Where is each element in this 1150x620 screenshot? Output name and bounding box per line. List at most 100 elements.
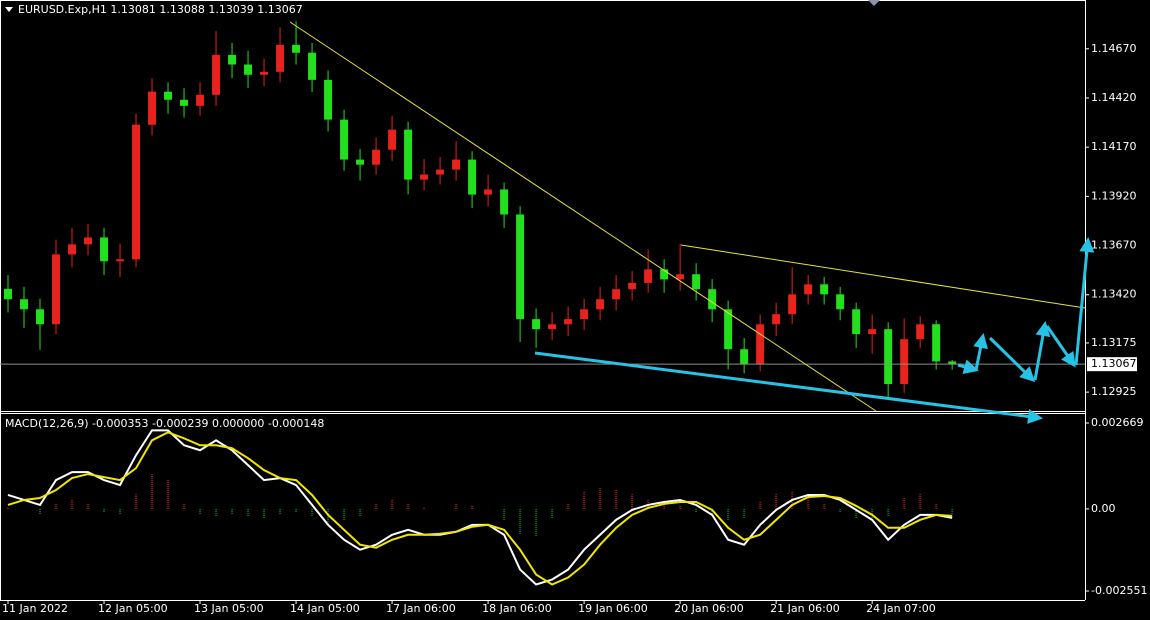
candle-body <box>388 129 397 150</box>
candle-body <box>452 159 461 170</box>
indicator-line <box>7 431 953 586</box>
candle-body <box>100 237 109 262</box>
x-tick-label: 24 Jan 07:00 <box>866 602 936 615</box>
drawn-objects <box>289 21 1095 424</box>
x-tick-label: 17 Jan 06:00 <box>386 602 456 615</box>
candle-body <box>132 124 141 260</box>
path-arrow <box>1033 321 1051 381</box>
candle-body <box>644 269 653 283</box>
candle-body <box>548 324 557 330</box>
candle-body <box>884 329 893 385</box>
trend-line <box>289 21 877 412</box>
candle-body <box>708 289 717 310</box>
candle-body <box>516 214 525 320</box>
candle-body <box>180 99 189 106</box>
candle-body <box>340 119 349 160</box>
y-tick-label: 1.13920 <box>1091 189 1137 202</box>
candle-body <box>740 349 749 365</box>
x-tick-label: 21 Jan 06:00 <box>770 602 840 615</box>
y-tick-label: 1.14170 <box>1091 140 1137 153</box>
menu-triangle[interactable] <box>5 7 13 12</box>
candle-body <box>276 44 285 72</box>
y-tick-label: 1.13175 <box>1091 336 1137 349</box>
candle-body <box>596 299 605 310</box>
candle-body <box>612 289 621 300</box>
y-tick-label: 1.13420 <box>1091 288 1137 301</box>
x-tick-label: 11 Jan 2022 <box>2 602 68 615</box>
candle-body <box>772 314 781 325</box>
candle-body <box>356 159 365 165</box>
candle-body <box>260 71 269 75</box>
candle-body <box>868 329 877 335</box>
candle-body <box>916 324 925 340</box>
panels <box>0 0 1086 601</box>
candle-body <box>724 309 733 350</box>
candle-body <box>244 64 253 75</box>
x-tick-label: 19 Jan 06:00 <box>578 602 648 615</box>
data-layer: 1.14670 1.14420 1.14170 1.13920 1.13670 1.134… <box>0 21 1147 615</box>
candle-body <box>116 259 125 262</box>
candle-body <box>628 282 637 290</box>
candle-body <box>308 52 317 80</box>
path-arrow <box>1074 237 1095 366</box>
candle-body <box>852 309 861 335</box>
candle-body <box>532 319 541 330</box>
candle-body <box>148 91 157 125</box>
path-arrow <box>988 336 1036 383</box>
candle-body <box>804 284 813 295</box>
y-tick-label: 1.14420 <box>1091 91 1137 104</box>
y-tick-label: 1.14670 <box>1091 42 1137 55</box>
candle-body <box>228 54 237 65</box>
candle-body <box>468 159 477 195</box>
candle-body <box>404 129 413 180</box>
candle-body <box>836 294 845 310</box>
candle-body <box>324 79 333 120</box>
candle-body <box>4 288 13 300</box>
symbol-header: EURUSD.Exp,H1 1.13081 1.13088 1.13039 1.… <box>18 3 303 16</box>
candle-body <box>372 149 381 165</box>
trend-arrow <box>534 351 1043 424</box>
candle-body <box>420 174 429 180</box>
candle-body <box>820 284 829 295</box>
candle-body <box>484 189 493 195</box>
x-tick-label: 20 Jan 06:00 <box>674 602 744 615</box>
x-tick-label: 13 Jan 05:00 <box>194 602 264 615</box>
candle-body <box>788 294 797 315</box>
candle-body <box>948 361 957 365</box>
y-tick-label: 0.00 <box>1091 502 1116 515</box>
x-tick-label: 18 Jan 06:00 <box>482 602 552 615</box>
y-tick-label: 1.12925 <box>1091 385 1137 398</box>
x-tick-label: 14 Jan 05:00 <box>290 602 360 615</box>
candle-body <box>52 254 61 325</box>
candle-body <box>900 339 909 385</box>
candle-body <box>676 274 685 280</box>
candle-body <box>196 94 205 106</box>
y-tick-label: -0.002551 <box>1091 584 1147 597</box>
path-arrow <box>1045 325 1076 368</box>
candle-body <box>164 91 173 100</box>
shift-marker[interactable] <box>868 0 880 6</box>
candle-body <box>580 309 589 320</box>
candle-body <box>36 309 45 325</box>
x-tick-label: 12 Jan 05:00 <box>98 602 168 615</box>
candle-body <box>692 274 701 290</box>
candle-body <box>84 237 93 245</box>
trend-line <box>680 244 1086 309</box>
candle-body <box>756 324 765 365</box>
current-price-box <box>1087 357 1137 372</box>
candle-body <box>292 44 301 53</box>
candle-body <box>932 324 941 362</box>
candle-body <box>212 54 221 95</box>
candle-body <box>68 244 77 255</box>
candle-body <box>436 169 445 175</box>
candle-body <box>500 189 509 215</box>
current-price-label: 1.13067 <box>1091 357 1137 370</box>
path-arrow <box>973 333 988 371</box>
y-tick-label: 1.13670 <box>1091 239 1137 252</box>
candle-body <box>564 319 573 325</box>
candle-body <box>660 269 669 280</box>
candle-body <box>20 299 29 310</box>
indicator-header: MACD(12,26,9) -0.000353 -0.000239 0.0000… <box>5 417 324 430</box>
path-arrow <box>957 359 979 375</box>
